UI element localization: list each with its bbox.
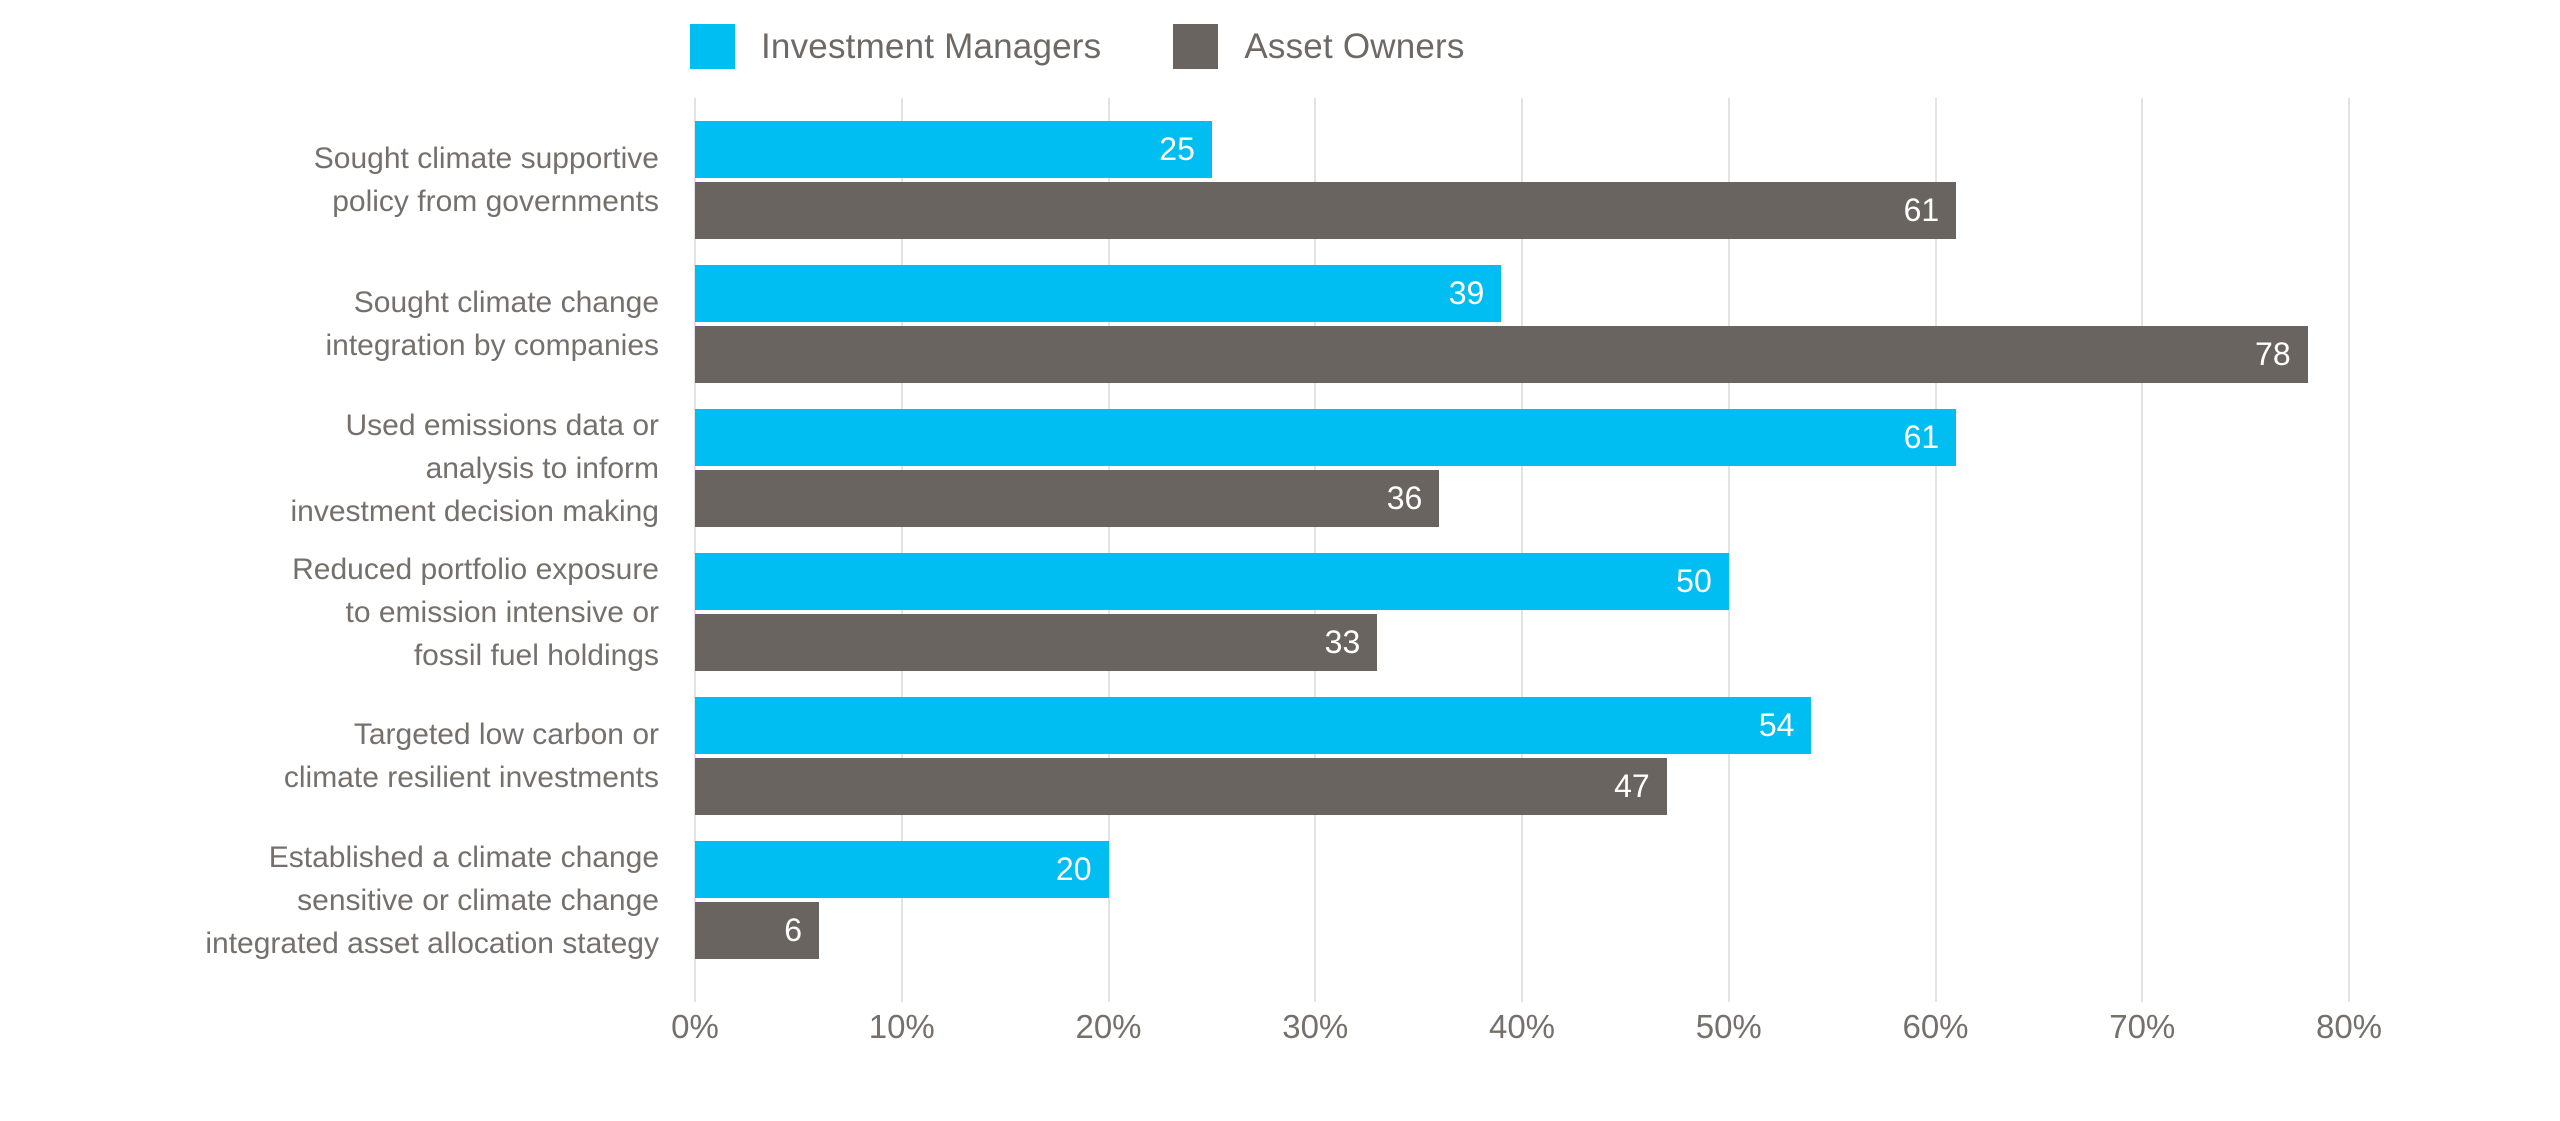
- gridline: [1314, 98, 1317, 1002]
- row-bars: 61 36: [695, 409, 2349, 527]
- chart-row: Established a climate change sensitive o…: [0, 841, 2560, 985]
- gridlines-layer: [694, 98, 2350, 1002]
- bar-asset-owners: 78: [695, 326, 2308, 383]
- legend-item-asset-owners: Asset Owners: [1173, 24, 1464, 69]
- gridline: [2141, 98, 2144, 1002]
- bar-value-label: 6: [784, 912, 803, 948]
- gridline: [694, 98, 696, 1002]
- row-bars: 54 47: [695, 697, 2349, 815]
- chart-row: Sought climate supportive policy from go…: [0, 121, 2560, 265]
- bar-asset-owners: 33: [695, 614, 1378, 671]
- bar-asset-owners: 47: [695, 758, 1667, 815]
- chart-row: Targeted low carbon or climate resilient…: [0, 697, 2560, 841]
- legend-item-investment-managers: Investment Managers: [690, 24, 1101, 69]
- x-tick-label: 50%: [1695, 1008, 1762, 1045]
- bar-value-label: 39: [1448, 275, 1485, 311]
- x-tick-label: 10%: [868, 1008, 935, 1045]
- chart-rows: Sought climate supportive policy from go…: [0, 121, 2560, 985]
- x-tick-label: 80%: [2315, 1008, 2383, 1045]
- legend-swatch-investment-managers: [690, 24, 735, 69]
- x-axis: 0% 10% 20% 30% 40% 50% 60% 70% 80%: [671, 1008, 2382, 1058]
- bar-value-label: 61: [1903, 192, 1940, 228]
- bar-value-label: 25: [1159, 131, 1195, 167]
- x-tick-label: 40%: [1488, 1008, 1556, 1045]
- category-label: Reduced portfolio exposure to emission i…: [292, 552, 659, 672]
- gridline: [1934, 98, 1937, 1002]
- bar-investment-managers: 54: [695, 697, 1812, 754]
- legend-label-asset-owners: Asset Owners: [1244, 26, 1465, 66]
- row-bars: 20 6: [695, 841, 2349, 959]
- bar-investment-managers: 50: [695, 553, 1729, 610]
- bar-value-label: 50: [1676, 563, 1712, 599]
- x-tick-label: 60%: [1902, 1008, 1969, 1045]
- gridline: [1521, 98, 1523, 1002]
- bar-asset-owners: 6: [695, 902, 820, 959]
- gridline: [1727, 98, 1730, 1002]
- gridline: [2348, 98, 2350, 1002]
- category-label: Targeted low carbon or climate resilient…: [283, 718, 659, 794]
- x-tick-label: 30%: [1282, 1008, 1349, 1045]
- bar-value-label: 20: [1055, 851, 1092, 887]
- bar-investment-managers: 25: [695, 121, 1212, 178]
- x-tick-label: 0%: [671, 1008, 719, 1045]
- bar-value-label: 36: [1386, 480, 1423, 516]
- legend: Investment Managers Asset Owners: [690, 24, 1465, 69]
- category-label: Used emissions data or analysis to infor…: [290, 408, 659, 528]
- category-label: Sought climate change integration by com…: [325, 286, 659, 362]
- bar-value-label: 33: [1324, 624, 1361, 660]
- gridline: [900, 98, 903, 1002]
- category-label: Established a climate change sensitive o…: [205, 840, 659, 960]
- bar-value-label: 61: [1903, 419, 1940, 455]
- bar-investment-managers: 39: [695, 265, 1502, 322]
- category-label: Sought climate supportive policy from go…: [313, 142, 659, 218]
- legend-label-investment-managers: Investment Managers: [761, 26, 1102, 66]
- row-bars: 25 61: [695, 121, 2349, 239]
- gridline: [1107, 98, 1110, 1002]
- bar-asset-owners: 36: [695, 470, 1440, 527]
- chart-row: Used emissions data or analysis to infor…: [0, 409, 2560, 553]
- x-tick-label: 20%: [1075, 1008, 1142, 1045]
- bar-value-label: 78: [2255, 336, 2291, 372]
- chart-row: Sought climate change integration by com…: [0, 265, 2560, 409]
- row-bars: 50 33: [695, 553, 2349, 671]
- bar-value-label: 47: [1614, 768, 1650, 804]
- row-bars: 39 78: [695, 265, 2349, 383]
- bar-asset-owners: 61: [695, 182, 1957, 239]
- bar-investment-managers: 61: [695, 409, 1957, 466]
- x-tick-label: 70%: [2109, 1008, 2176, 1045]
- bar-value-label: 54: [1758, 707, 1795, 743]
- chart-row: Reduced portfolio exposure to emission i…: [0, 553, 2560, 697]
- bar-investment-managers: 20: [695, 841, 1109, 898]
- legend-swatch-asset-owners: [1173, 24, 1219, 69]
